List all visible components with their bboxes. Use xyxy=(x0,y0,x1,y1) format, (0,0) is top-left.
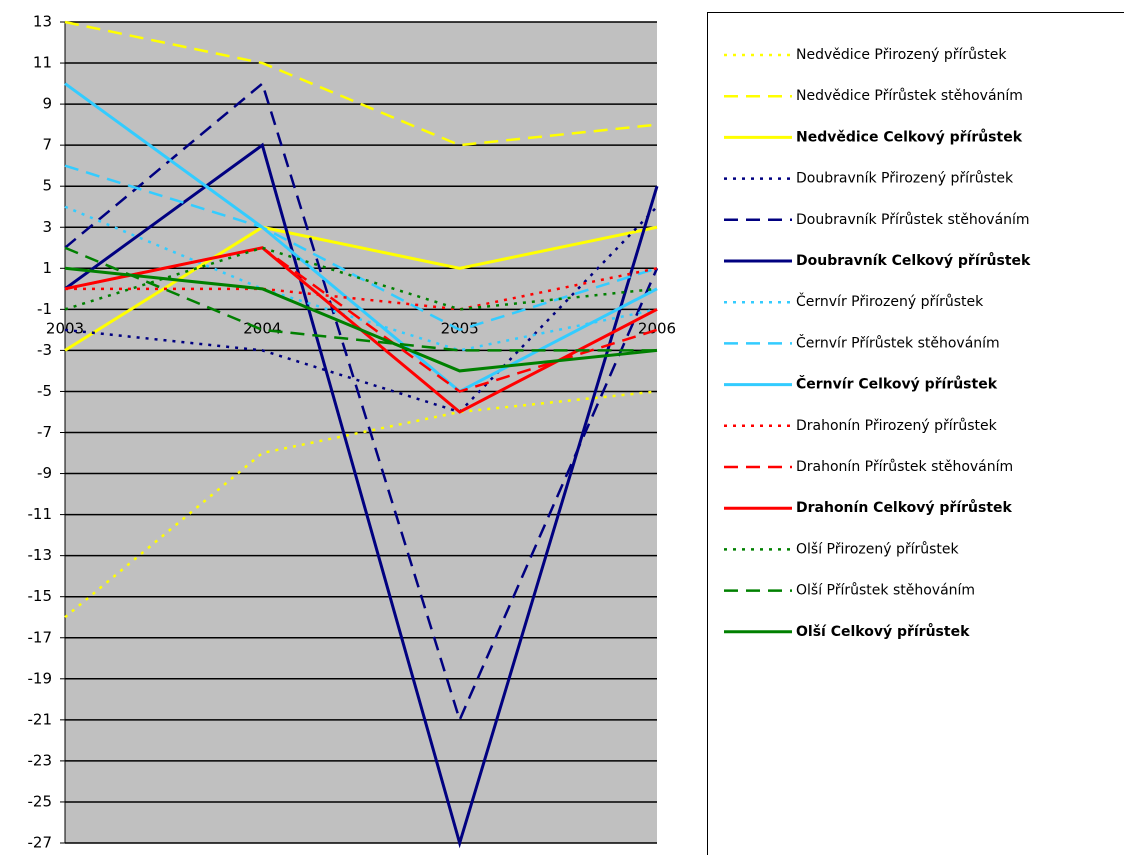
series-line xyxy=(64,81,659,724)
series-line xyxy=(65,267,658,311)
series-line xyxy=(64,82,658,394)
y-tick-label: -23 xyxy=(28,751,53,769)
y-tick-label: -13 xyxy=(28,546,53,564)
legend-label: Olší Přírůstek stěhováním xyxy=(796,583,975,599)
x-tick-label: 2005 xyxy=(441,319,479,337)
y-tick-label: -9 xyxy=(37,464,52,482)
legend-label: Nedvědice Přírůstek stěhováním xyxy=(796,88,1023,104)
legend-label: Doubravník Celkový přírůstek xyxy=(796,252,1031,269)
y-tick-label: 3 xyxy=(42,218,52,236)
legend-label: Nedvědice Celkový přírůstek xyxy=(796,128,1023,145)
legend-label: Olší Přirozený přírůstek xyxy=(796,541,960,557)
y-tick-label: -19 xyxy=(28,669,53,687)
legend-label: Drahonín Celkový přírůstek xyxy=(796,499,1013,516)
y-tick-label: -5 xyxy=(37,382,52,400)
x-tick-label: 2003 xyxy=(46,319,84,337)
y-tick-label: 7 xyxy=(42,136,52,154)
legend-box xyxy=(707,12,1124,855)
legend-label: Nedvědice Přirozený přírůstek xyxy=(796,47,1007,63)
y-tick-label: 11 xyxy=(33,54,52,72)
legend-label: Doubravník Přirozený přírůstek xyxy=(796,171,1014,187)
series-line xyxy=(64,205,658,414)
y-tick-label: -11 xyxy=(28,505,53,523)
series-line xyxy=(64,266,658,373)
y-tick-label: -21 xyxy=(28,710,53,728)
y-tick-label: 9 xyxy=(42,95,52,113)
x-tick-label: 2004 xyxy=(243,319,281,337)
series-line xyxy=(64,205,658,352)
series-line xyxy=(64,390,658,619)
y-tick-label: -25 xyxy=(28,792,53,810)
legend-label: Černvír Přirozený přírůstek xyxy=(796,292,984,310)
y-tick-label: 1 xyxy=(42,259,52,277)
y-tick-label: -1 xyxy=(37,300,52,318)
series-line xyxy=(64,225,658,352)
y-tick-label: -17 xyxy=(28,628,53,646)
y-tick-label: -27 xyxy=(28,834,53,852)
series-line xyxy=(64,164,658,332)
legend-label: Drahonín Přírůstek stěhováním xyxy=(796,459,1013,475)
series-line xyxy=(64,246,657,352)
y-tick-label: -15 xyxy=(28,587,53,605)
y-tick-label: 5 xyxy=(42,177,52,195)
legend-label: Olší Celkový přírůstek xyxy=(796,623,970,640)
series-line xyxy=(64,20,658,147)
legend-label: Drahonín Přirozený přírůstek xyxy=(796,418,998,434)
y-tick-label: -7 xyxy=(37,423,52,441)
legend-label: Černvír Přírůstek stěhováním xyxy=(796,333,1000,351)
legend-label: Doubravník Přírůstek stěhováním xyxy=(796,212,1030,228)
series-line xyxy=(64,142,659,849)
legend-label: Černvír Celkový přírůstek xyxy=(796,375,998,393)
y-tick-label: -3 xyxy=(37,341,52,359)
y-tick-label: 13 xyxy=(33,13,52,31)
legend: Nedvědice Přirozený přírůstek Nedvědice P… xyxy=(724,47,1031,640)
